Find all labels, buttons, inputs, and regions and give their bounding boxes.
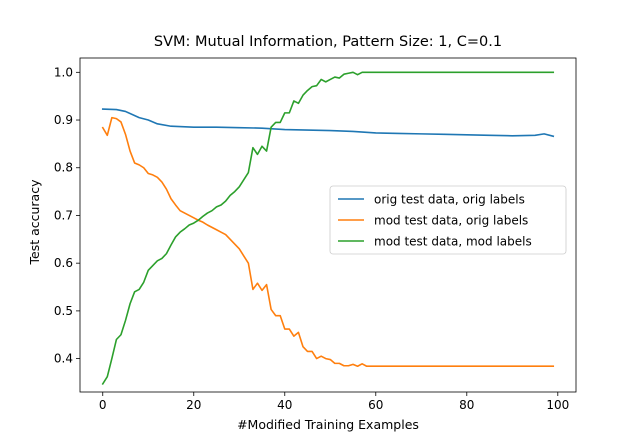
x-axis-label: #Modified Training Examples: [237, 417, 419, 432]
y-tick-label: 1.0: [54, 65, 73, 79]
x-tick-label: 60: [368, 398, 383, 412]
y-tick-label: 0.5: [54, 304, 73, 318]
legend-label-2: mod test data, orig labels: [374, 214, 528, 228]
y-tick-label: 0.8: [54, 161, 73, 175]
x-tick-label: 80: [459, 398, 474, 412]
y-tick-label: 0.7: [54, 208, 73, 222]
y-tick-label: 0.9: [54, 113, 73, 127]
legend-label-3: mod test data, mod labels: [374, 235, 532, 249]
x-tick-label: 20: [186, 398, 201, 412]
x-tick-label: 0: [99, 398, 107, 412]
x-tick-label: 100: [546, 398, 569, 412]
y-tick-label: 0.6: [54, 256, 73, 270]
x-tick-label: 40: [277, 398, 292, 412]
y-tick-label: 0.4: [54, 352, 73, 366]
y-axis-label: Test accuracy: [27, 179, 42, 266]
legend: orig test data, orig labels mod test data…: [330, 186, 566, 254]
legend-label-1: orig test data, orig labels: [374, 193, 525, 207]
chart-title: SVM: Mutual Information, Pattern Size: 1…: [154, 34, 502, 50]
